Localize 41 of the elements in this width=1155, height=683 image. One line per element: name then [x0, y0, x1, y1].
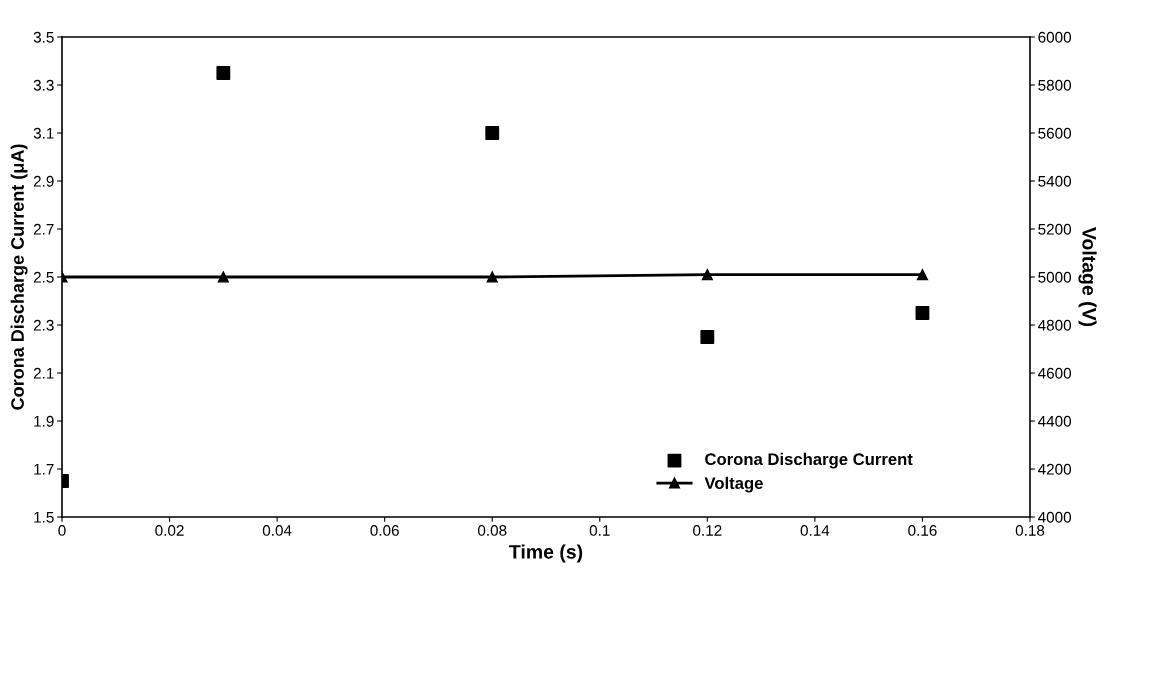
point	[700, 330, 715, 344]
y-tick-label: 1.5	[34, 512, 54, 523]
y-tick-label: 1.7	[34, 464, 54, 475]
y-tick-label: 2.3	[33, 319, 54, 331]
y2-tick-label: 5200	[1038, 223, 1072, 235]
y2-tick-label: 4200	[1037, 463, 1072, 475]
x-tick-label: 0	[58, 525, 66, 536]
x-tick-label: 0.08	[477, 525, 507, 536]
y-tick-label: 2.1	[33, 367, 54, 379]
x-tick-label: 0.12	[693, 525, 722, 536]
x-axis-title: Time (s)	[509, 544, 583, 563]
y2-tick-label: 5000	[1038, 271, 1072, 283]
y2-tick-label: 5400	[1038, 175, 1072, 187]
y2-tick-label: 4600	[1037, 367, 1072, 379]
point	[915, 306, 930, 320]
point	[216, 66, 231, 80]
legend-label: Corona Discharge Current	[705, 452, 913, 469]
y2-axis-title: Voltage (V)	[1078, 227, 1097, 327]
y-tick-label: 3.3	[33, 79, 54, 91]
y2-tick-label: 4000	[1037, 511, 1072, 523]
y-tick-label: 2.7	[33, 223, 54, 235]
y-tick-label: 1.9	[34, 415, 54, 427]
y-tick-label: 3.1	[33, 127, 54, 139]
y-tick-label: 2.5	[33, 271, 54, 283]
y2-tick-label: 6000	[1038, 31, 1072, 43]
x-tick-label: 0.1	[589, 525, 610, 536]
x-tick-label: 0.02	[155, 525, 184, 536]
x-tick-label: 0.06	[370, 525, 399, 536]
x-tick-label: 0.14	[800, 525, 830, 536]
y-tick-label: 2.9	[33, 175, 54, 187]
x-tick-label: 0.04	[262, 525, 292, 536]
y2-tick-label: 5800	[1038, 79, 1072, 91]
x-tick-label: 0.18	[1015, 525, 1045, 536]
y2-tick-label: 4400	[1037, 415, 1072, 427]
y2-tick-label: 4800	[1037, 319, 1072, 331]
y-tick-label: 3.5	[33, 31, 54, 43]
legend-label: Voltage	[704, 476, 763, 493]
y2-tick-label: 5600	[1038, 127, 1072, 139]
y-axis-title: Corona Discharge Current (μA)	[10, 144, 28, 410]
x-tick-label: 0.16	[908, 525, 937, 536]
point	[485, 126, 500, 140]
